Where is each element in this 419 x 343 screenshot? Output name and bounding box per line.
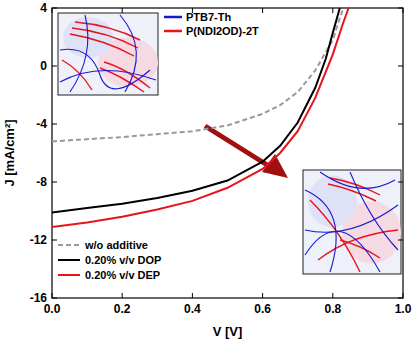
x-tick xyxy=(122,293,123,298)
y-tick xyxy=(52,8,57,9)
x-tick-label: 0.8 xyxy=(324,302,341,316)
series-line xyxy=(52,8,349,227)
y-tick-label: -12 xyxy=(30,233,48,247)
annotation-swatch xyxy=(164,16,182,19)
plot-frame xyxy=(52,8,403,298)
inset-chain xyxy=(70,34,134,56)
inset-chain xyxy=(70,15,88,92)
y-tick xyxy=(52,240,57,241)
inset-chain xyxy=(104,62,150,88)
inset xyxy=(58,13,158,95)
legend-label: 0.20% v/v DEP xyxy=(85,269,160,281)
series-group xyxy=(52,8,349,227)
x-axis-title: V [V] xyxy=(213,324,243,339)
inset-chain xyxy=(60,70,156,82)
x-tick-label: 0.2 xyxy=(114,302,131,316)
y-axis-title: J [mA/cm²] xyxy=(2,119,17,186)
y-tick-label: -4 xyxy=(36,117,47,131)
x-tick-label: 1.0 xyxy=(395,302,412,316)
x-tick-label: 0.4 xyxy=(184,302,201,316)
x-tick-label: 0.6 xyxy=(254,302,271,316)
y-tick xyxy=(52,124,57,125)
y-tick xyxy=(398,298,403,299)
x-tick xyxy=(332,8,333,13)
series-line xyxy=(52,8,340,212)
x-tick xyxy=(403,293,404,298)
y-tick xyxy=(52,298,57,299)
y-tick xyxy=(398,182,403,183)
series-line xyxy=(52,8,343,141)
inset-chain xyxy=(72,28,138,48)
x-tick xyxy=(262,293,263,298)
inset-frame xyxy=(58,13,158,95)
x-tick xyxy=(122,8,123,13)
y-tick xyxy=(398,8,403,9)
x-tick xyxy=(52,8,53,13)
inset-frame xyxy=(303,170,401,274)
inset-chain xyxy=(310,200,360,272)
y-tick-label: 4 xyxy=(40,1,47,15)
y-tick xyxy=(398,240,403,241)
y-tick xyxy=(52,182,57,183)
annotation-label: PTB7-Th xyxy=(186,11,232,23)
y-tick-label: -8 xyxy=(36,175,47,189)
x-tick xyxy=(403,8,404,13)
annotation-label: P(NDI2OD)-2T xyxy=(186,25,259,37)
y-tick xyxy=(398,124,403,125)
inset-chain xyxy=(320,172,395,188)
inset-chain xyxy=(350,172,398,250)
inset xyxy=(303,170,401,274)
inset-chain xyxy=(305,205,398,232)
inset-chain xyxy=(120,15,136,92)
y-tick-label: 0 xyxy=(40,59,47,73)
x-tick xyxy=(332,293,333,298)
y-tick xyxy=(52,66,57,67)
legend-label: w/o additive xyxy=(84,239,148,251)
legend-swatch xyxy=(58,259,80,261)
inset-chain xyxy=(318,230,398,260)
legend-label: 0.20% v/v DOP xyxy=(85,254,161,266)
legend-swatch xyxy=(58,274,80,276)
y-tick-label: -16 xyxy=(30,291,48,305)
x-tick xyxy=(192,293,193,298)
legend-swatch xyxy=(58,244,80,246)
annotation-swatch xyxy=(164,30,182,33)
inset-chain xyxy=(305,231,380,272)
y-tick xyxy=(398,66,403,67)
x-tick xyxy=(262,8,263,13)
x-tick xyxy=(52,293,53,298)
